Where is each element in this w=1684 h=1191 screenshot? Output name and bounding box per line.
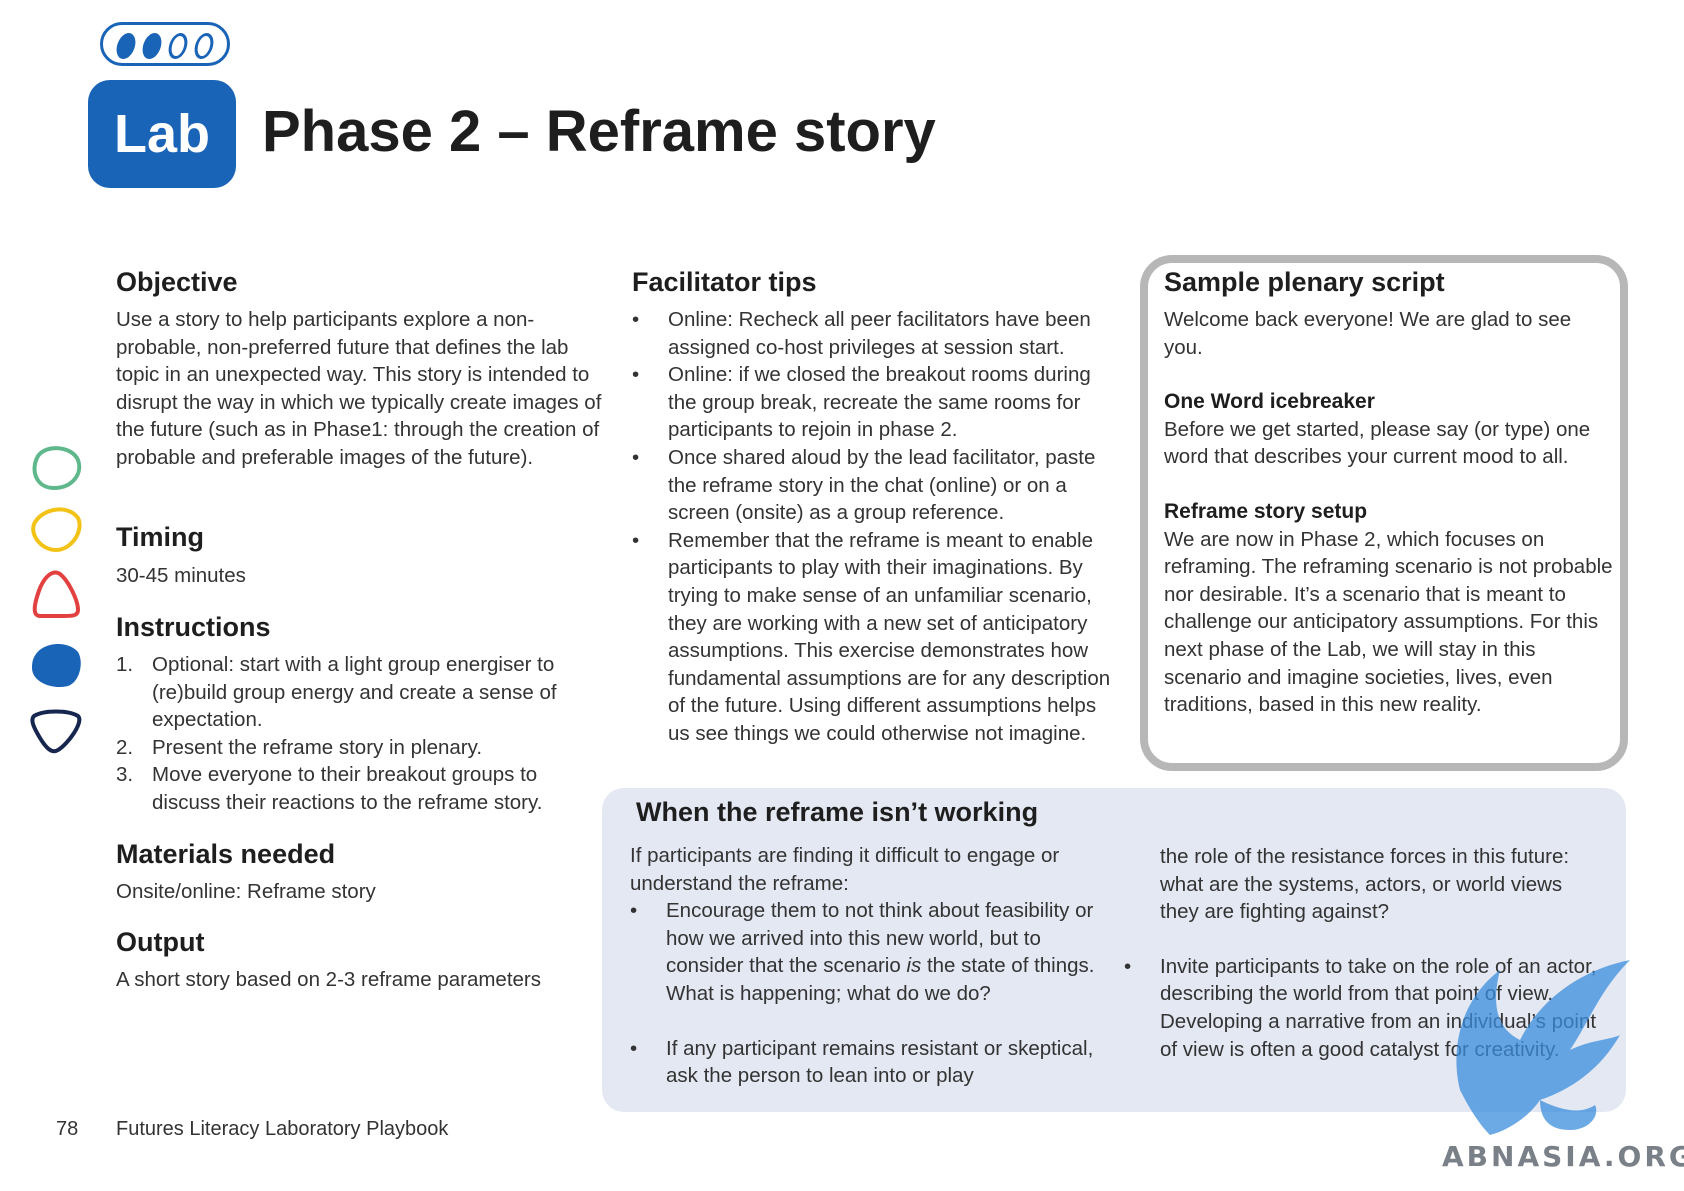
progress-dot-empty xyxy=(192,33,216,59)
reframe-help-left: If participants are finding it difficult… xyxy=(630,842,1100,1090)
objective-heading: Objective xyxy=(116,267,238,297)
setup-heading: Reframe story setup xyxy=(1164,499,1368,523)
progress-dot-empty xyxy=(166,33,190,59)
tip-text: Once shared aloud by the lead facilitato… xyxy=(668,445,1096,525)
instructions-heading: Instructions xyxy=(116,612,271,642)
facilitator-tips-list: • Online: Recheck all peer facilitators h… xyxy=(632,306,1118,748)
sample-script-box xyxy=(1140,255,1628,771)
step-number: 3. xyxy=(116,763,134,787)
instructions-list: 1. Optional: start with a light group ene… xyxy=(116,651,592,817)
list-item: 3. Move everyone to their breakout groups… xyxy=(116,761,592,816)
reframe-help-intro: If participants are finding it difficult… xyxy=(630,844,1060,895)
timing-heading: Timing xyxy=(116,522,205,552)
timing-text: 30-45 minutes xyxy=(116,564,246,587)
icebreaker-heading: One Word icebreaker xyxy=(1164,390,1375,414)
yellow-blob-icon xyxy=(31,507,82,553)
tip-text: Remember that the reframe is meant to en… xyxy=(668,528,1111,745)
list-item: • Online: Recheck all peer facilitators h… xyxy=(632,308,1091,359)
step-text: Move everyone to their breakout groups t… xyxy=(152,763,543,814)
help-item-continued: the role of the resistance forces in thi… xyxy=(1160,845,1570,924)
materials-heading: Materials needed xyxy=(116,839,336,869)
output-heading: Output xyxy=(116,927,205,957)
sample-script-content: Welcome back everyone! We are glad to se… xyxy=(1164,306,1614,719)
progress-dot-filled xyxy=(114,33,138,59)
step-text: Optional: start with a light group energ… xyxy=(152,653,557,732)
objective-text: Use a story to help participants explore… xyxy=(116,308,602,469)
reframe-help-heading: When the reframe isn’t working xyxy=(636,797,1039,827)
progress-dot-filled xyxy=(140,33,164,59)
list-item: • Once shared aloud by the lead facilitat… xyxy=(632,445,1096,525)
facilitator-tips-heading: Facilitator tips xyxy=(632,267,817,297)
step-text: Present the reframe story in plenary. xyxy=(152,735,483,759)
red-blob-icon xyxy=(32,570,81,618)
watermark-text: ABNASIA.ORG xyxy=(1442,1140,1684,1173)
list-item: 2. Present the reframe story in plenary. xyxy=(116,734,592,762)
welcome-text: Welcome back everyone! We are glad to se… xyxy=(1164,308,1572,359)
list-item: • Encourage them to not think about feasi… xyxy=(630,899,1095,1005)
step-number: 2. xyxy=(116,735,134,759)
progress-indicator xyxy=(100,22,230,66)
blue-blob-icon xyxy=(32,643,81,688)
list-item: • Remember that the reframe is meant to e… xyxy=(632,528,1111,745)
sample-script-heading: Sample plenary script xyxy=(1164,267,1445,297)
green-blob-icon xyxy=(32,446,82,491)
footer-title: Futures Literacy Laboratory Playbook xyxy=(116,1118,449,1140)
page-number: 78 xyxy=(56,1118,79,1140)
tip-text: Online: Recheck all peer facilitators ha… xyxy=(668,308,1091,359)
help-item-text: If any participant remains resistant or … xyxy=(666,1036,1094,1088)
griffin-watermark-icon xyxy=(1456,960,1630,1135)
navy-blob-icon xyxy=(30,709,82,754)
page-title: Phase 2 – Reframe story xyxy=(262,99,936,164)
list-item: 1. Optional: start with a light group ene… xyxy=(116,651,592,734)
icebreaker-text: Before we get started, please say (or ty… xyxy=(1164,417,1591,469)
output-text: A short story based on 2-3 reframe param… xyxy=(116,968,542,991)
reframe-help-list: • Encourage them to not think about feasi… xyxy=(630,897,1100,1090)
tip-text: Online: if we closed the breakout rooms … xyxy=(668,363,1091,442)
materials-text: Onsite/online: Reframe story xyxy=(116,880,376,903)
lab-badge: Lab xyxy=(88,80,236,188)
help-item-text: Encourage them to not think about feasib… xyxy=(666,899,1095,1005)
list-item: • Online: if we closed the breakout rooms… xyxy=(632,363,1091,442)
setup-text: We are now in Phase 2, which focuses on … xyxy=(1164,527,1613,717)
list-item: • If any participant remains resistant or… xyxy=(630,1036,1094,1088)
reframe-help-box xyxy=(602,788,1626,1112)
step-number: 1. xyxy=(116,653,134,676)
